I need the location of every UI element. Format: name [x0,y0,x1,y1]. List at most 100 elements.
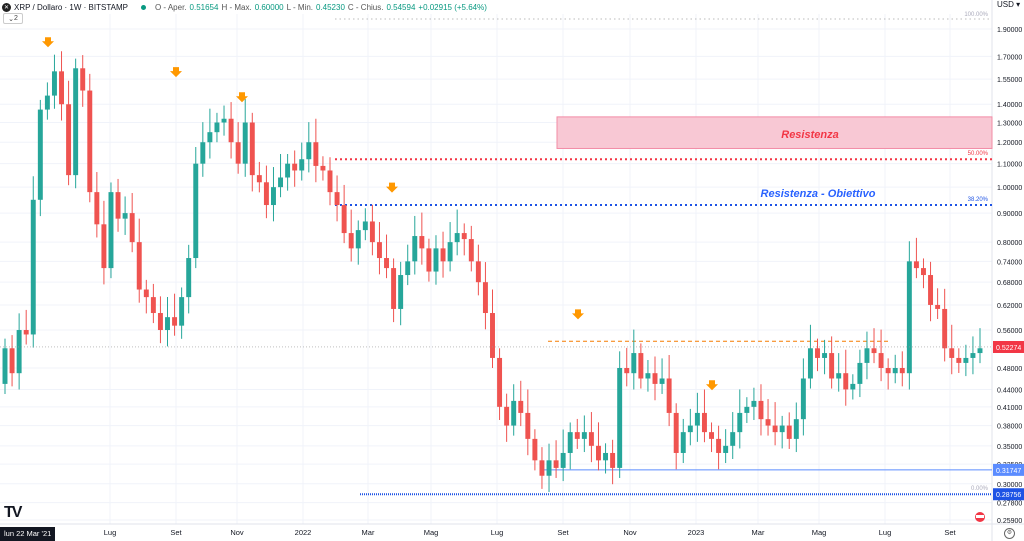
candle-body [638,353,644,379]
candle [384,234,389,279]
candle [758,384,764,436]
candle [263,165,269,219]
price-axis-tick: 1.90000 [997,27,1022,34]
candle [249,112,255,192]
candle [687,408,693,446]
symbol-title[interactable]: XRP / Dollaro · 1W · BITSTAMP [14,2,128,12]
candle [532,429,538,471]
candle-body [461,233,467,240]
currency-selector[interactable]: USD ▾ [997,0,1021,9]
candle-body [94,192,100,225]
indicators-toggle-button[interactable]: ⌄ 2 [3,13,23,24]
candle-body [87,90,93,193]
candle [807,324,813,389]
candle [369,204,375,256]
candle-body [51,71,57,96]
candle-body [228,118,234,143]
candle [588,412,594,463]
candle-body [44,95,50,110]
currency-label: USD [997,0,1014,9]
candle [256,161,262,193]
candle-body [292,163,298,171]
candle [292,150,298,187]
candle-body [694,412,700,426]
candle [694,392,700,442]
candle [433,235,439,285]
candle [899,351,905,387]
candle [419,212,425,265]
candle-body [567,432,573,453]
time-axis-tick: Nov [623,528,637,537]
candle [9,335,15,387]
candle-body [596,445,601,461]
close-value: 0.54594 [386,2,416,12]
candle [730,412,736,459]
down-arrow-marker-icon [170,67,182,78]
candle [207,108,213,159]
high-value: 0.60000 [254,2,284,12]
candle-body [348,233,354,249]
candle-body [115,192,121,219]
candle-body [426,248,432,272]
candle-body [800,378,806,420]
price-label-badge [993,463,1024,476]
candle-body [278,177,284,188]
candle [815,338,820,372]
low-label: L - Min. [286,2,313,12]
candle [497,348,503,421]
settings-gear-icon[interactable]: ⚙ [1004,528,1015,539]
candle-body [532,438,538,461]
candle-body [857,362,863,384]
candle [37,99,43,217]
price-axis-tick: 1.10000 [997,162,1022,169]
change-value: +0.02915 (+5.64%) [418,2,487,12]
candle-body [475,261,481,283]
candle [850,374,856,400]
candle-body [221,118,227,123]
candle-body [631,353,637,374]
candle-body [850,383,856,390]
candle-body [779,425,785,433]
price-axis-tick: 1.40000 [997,102,1022,109]
candle-body [327,170,333,193]
candle-body [285,163,291,178]
time-axis-tick: Set [944,528,956,537]
candle [673,403,679,470]
candle [242,99,248,177]
low-value: 0.45230 [315,2,345,12]
price-label-value: 0.31747 [996,468,1021,475]
candle [200,122,206,177]
candle-body [603,452,609,461]
price-axis-tick: 0.38000 [997,424,1022,431]
time-axis-tick: Mag [812,528,827,537]
candle [362,208,368,241]
candle-body [942,308,948,349]
candle [122,196,128,235]
candle [638,343,644,389]
price-label-badge [993,340,1024,353]
candle-body [334,192,340,206]
time-axis-tick: Lug [879,528,892,537]
candle [391,258,397,323]
candle-body [701,412,707,433]
candle [165,297,170,347]
candle-body [560,452,566,468]
candle-body [433,248,439,272]
price-axis-tick: 0.35000 [997,444,1022,451]
candle-body [829,353,835,379]
down-arrow-marker-icon [236,92,248,103]
candle-body [518,400,524,413]
candle-body [9,348,15,374]
tradingview-logo[interactable]: TV [4,504,23,521]
time-axis-tick: Lug [104,528,117,537]
candle-body [624,368,630,374]
candle [426,238,432,282]
price-axis-tick: 0.68000 [997,280,1022,287]
candle-body [793,419,799,439]
candle [772,402,778,446]
candle-body [405,261,411,276]
candle [193,146,199,269]
candle-body [214,122,220,133]
candle-body [150,297,156,314]
